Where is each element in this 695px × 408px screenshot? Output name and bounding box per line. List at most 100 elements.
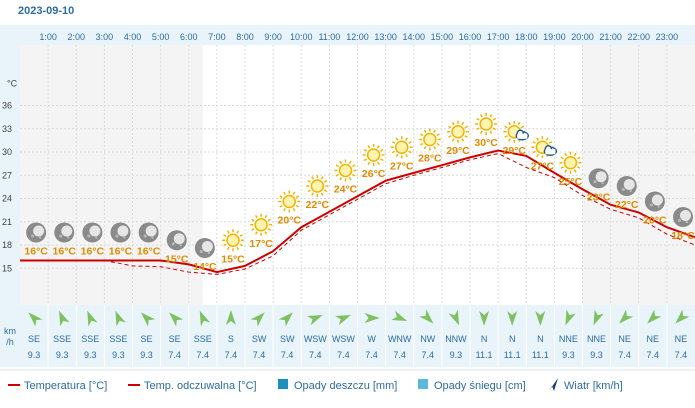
hour-tick-label: 13:00 [374,32,397,42]
sun-ray [489,130,493,134]
sun-ray [295,204,300,208]
legend-label: Opady deszczu [mm] [294,380,397,392]
sun-ray [577,156,581,160]
wind-speed-label: 7.4 [365,350,378,360]
wind-legend-icon [549,378,558,391]
sun-ray [307,189,311,193]
sun-ray [376,161,380,165]
sun-disc [366,148,381,162]
wind-arrow-shape [28,312,43,327]
moon-crater [67,236,70,239]
y-tick-label: 30 [2,147,12,157]
wind-speed-label: 9.3 [450,350,463,360]
sun-icon [250,213,273,236]
sun-ray [548,141,553,144]
sun-ray [448,135,452,138]
moon-crater [601,182,604,185]
wind-speed-label: 7.4 [281,350,294,360]
sun-disc [479,117,493,131]
wind-speed-label: 9.3 [84,350,97,360]
sun-ray [254,214,258,219]
sun-ray [464,125,468,129]
hour-tick-label: 20:00 [571,32,594,42]
sun-ray [448,125,452,129]
temperature-label: 29°C [503,145,527,157]
wind-arrow-shape [448,309,459,326]
wind-direction-label: SSE [194,334,212,344]
wind-direction-label: SE [169,334,181,344]
wind-arrow-shape [169,312,184,327]
hour-tick-label: 21:00 [599,32,622,42]
wind-arrow-shape [364,313,380,323]
moon-crater [649,203,653,207]
hour-tick-label: 19:00 [543,32,566,42]
temperature-line [20,149,695,274]
temperature-label: 25°C [559,176,583,188]
moon-icon [54,222,75,243]
sun-ray [405,137,408,141]
wind-direction-label: N [537,334,544,344]
legend-label: Wiatr [km/h] [564,380,623,392]
wind-arrow-shape [278,312,293,327]
sun-ray [464,135,468,138]
sun-ray [367,161,371,165]
sun-ray [573,152,577,157]
wind-speed-label: 11.1 [504,350,521,360]
temperature-label: 15°C [165,253,189,265]
moon-crater [199,249,203,254]
night-shading [20,45,203,305]
wind-arrow-icon [593,309,604,326]
wind-direction-label: SE [28,334,40,344]
moon-crater [95,236,98,239]
wind-arrow-icon [278,312,293,327]
sun-ray [536,137,540,141]
sun-disc [451,125,465,139]
temperature-label: 15°C [221,253,245,265]
sun-ray [573,169,577,173]
wind-speed-label: 7.4 [337,350,350,360]
legend-box-swatch [278,379,288,389]
sun-disc [423,132,437,147]
wind-arrow-shape [535,311,546,326]
moon-crater [38,236,42,239]
legend-label: Temp. odczuwalna [°C] [144,380,257,392]
wind-arrow-shape [507,311,518,326]
sun-ray [532,141,536,144]
moon-crater [629,189,632,193]
temperature-label: 16°C [53,246,77,258]
sun-icon [362,144,385,166]
sun-ray [423,129,427,133]
wind-arrow-shape [391,310,408,322]
wind-arrow-shape [675,309,690,324]
wind-arrow-icon [169,312,184,327]
sun-icon [418,128,441,151]
wind-arrow-shape [87,310,98,327]
wind-speed-label: 9.3 [140,350,153,360]
wind-arrow-icon [675,309,690,324]
sun-ray [564,152,568,157]
wind-arrow-icon [199,310,211,327]
sun-ray [492,117,497,121]
wind-direction-label: SSE [81,334,99,344]
sun-ray [536,153,540,158]
moon-icon [644,191,665,212]
wind-arrow-icon [647,309,662,324]
hour-tick-label: 2:00 [67,32,85,42]
sun-cloud-icon [503,120,529,143]
moon-highlight [89,225,101,237]
wind-direction-label: SSE [109,334,127,344]
wind-arrow-shape [59,310,70,327]
sun-ray [461,138,465,142]
temperature-label: 27°C [531,160,555,172]
sun-ray [264,231,268,235]
sun-ray [405,153,408,158]
sun-icon [222,229,244,252]
sun-ray [279,204,283,208]
sun-ray [564,169,568,173]
wind-arrow-icon [507,311,518,326]
sun-ray [348,160,352,164]
moon-highlight [145,225,157,237]
moon-icon [166,230,187,251]
legend-label: Opady śniegu [cm] [434,380,526,392]
